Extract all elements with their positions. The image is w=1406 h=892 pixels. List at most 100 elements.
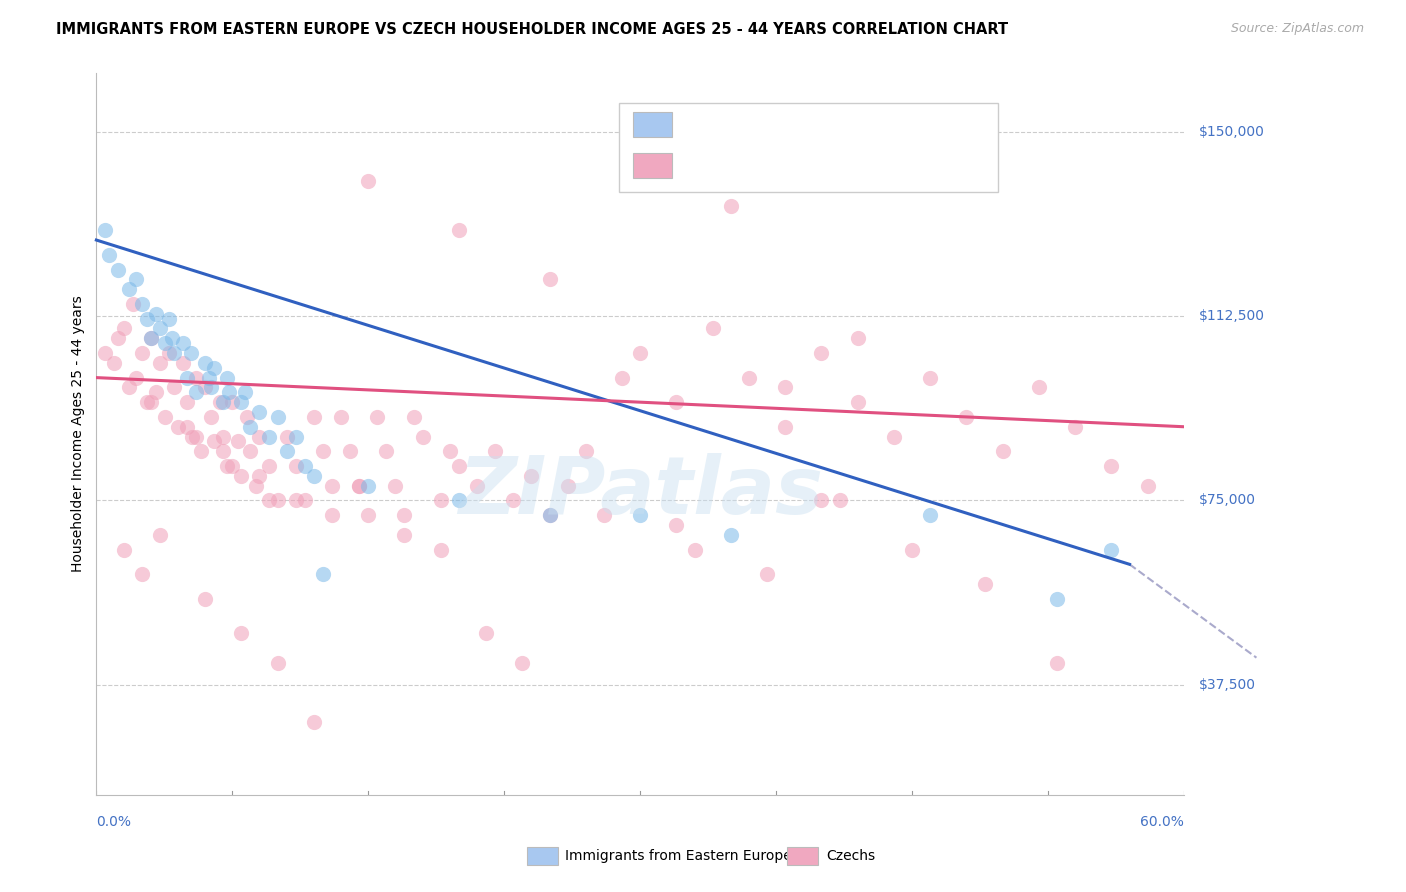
Point [231, 626, 253, 640]
Point [628, 508, 651, 523]
Point [973, 577, 995, 591]
Point [484, 444, 506, 458]
Point [236, 409, 259, 424]
Point [828, 493, 851, 508]
Point [465, 479, 488, 493]
Point [245, 479, 267, 493]
Point [955, 409, 977, 424]
Text: 0.0%: 0.0% [97, 815, 131, 829]
Point [665, 518, 688, 533]
Point [402, 409, 425, 424]
Point [118, 282, 141, 296]
Point [131, 297, 153, 311]
Point [1099, 542, 1122, 557]
Point [321, 479, 343, 493]
Point [610, 370, 633, 384]
Point [212, 444, 235, 458]
Point [212, 395, 235, 409]
Point [284, 458, 307, 473]
Point [131, 567, 153, 582]
Point [312, 567, 335, 582]
Point [883, 429, 905, 443]
Point [738, 370, 761, 384]
Point [139, 331, 162, 345]
Point [557, 479, 579, 493]
Point [167, 419, 190, 434]
Point [538, 508, 561, 523]
Text: Immigrants from Eastern Europe: Immigrants from Eastern Europe [565, 849, 792, 863]
Point [920, 370, 942, 384]
Point [162, 331, 184, 345]
Point [810, 493, 832, 508]
Point [773, 380, 796, 394]
Point [172, 356, 194, 370]
Text: IMMIGRANTS FROM EASTERN EUROPE VS CZECH HOUSEHOLDER INCOME AGES 25 - 44 YEARS CO: IMMIGRANTS FROM EASTERN EUROPE VS CZECH … [56, 22, 1008, 37]
Point [510, 656, 533, 670]
Point [538, 272, 561, 286]
Point [394, 508, 416, 523]
Point [266, 656, 288, 670]
Point [339, 444, 361, 458]
Text: Source: ZipAtlas.com: Source: ZipAtlas.com [1230, 22, 1364, 36]
Point [149, 356, 172, 370]
Point [1136, 479, 1159, 493]
Point [194, 356, 217, 370]
Point [155, 336, 177, 351]
Point [702, 321, 724, 335]
Point [439, 444, 461, 458]
Point [720, 528, 742, 542]
Point [190, 444, 212, 458]
Point [429, 542, 451, 557]
Y-axis label: Householder Income Ages 25 - 44 years: Householder Income Ages 25 - 44 years [72, 296, 86, 573]
Point [447, 458, 470, 473]
Point [202, 434, 225, 449]
Point [901, 542, 924, 557]
Point [103, 356, 125, 370]
Point [218, 385, 240, 400]
Point [176, 419, 198, 434]
Point [239, 419, 262, 434]
Point [221, 395, 243, 409]
Point [347, 479, 370, 493]
Point [121, 297, 143, 311]
Point [412, 429, 434, 443]
Text: N =  44: N = 44 [851, 118, 908, 132]
Point [321, 508, 343, 523]
Point [773, 419, 796, 434]
Point [302, 468, 325, 483]
Text: 60.0%: 60.0% [1140, 815, 1184, 829]
Point [366, 409, 388, 424]
Point [231, 395, 253, 409]
Point [810, 346, 832, 360]
Point [593, 508, 616, 523]
Point [1046, 656, 1069, 670]
Text: Czechs: Czechs [827, 849, 876, 863]
Point [131, 346, 153, 360]
Point [202, 360, 225, 375]
Text: R = -0.652: R = -0.652 [686, 118, 768, 132]
Point [181, 429, 204, 443]
Point [302, 409, 325, 424]
Point [538, 508, 561, 523]
Point [221, 458, 243, 473]
Point [157, 346, 180, 360]
Point [375, 444, 398, 458]
Point [112, 542, 135, 557]
Point [226, 434, 249, 449]
Point [475, 626, 498, 640]
Point [125, 272, 148, 286]
Text: $150,000: $150,000 [1198, 125, 1264, 139]
Point [155, 409, 177, 424]
Point [94, 223, 117, 237]
Point [136, 311, 159, 326]
Point [294, 493, 316, 508]
Point [194, 380, 217, 394]
Point [312, 444, 335, 458]
Point [107, 262, 129, 277]
Point [200, 380, 222, 394]
Point [184, 429, 207, 443]
Point [447, 493, 470, 508]
Point [1099, 458, 1122, 473]
Point [294, 458, 316, 473]
Point [257, 458, 280, 473]
